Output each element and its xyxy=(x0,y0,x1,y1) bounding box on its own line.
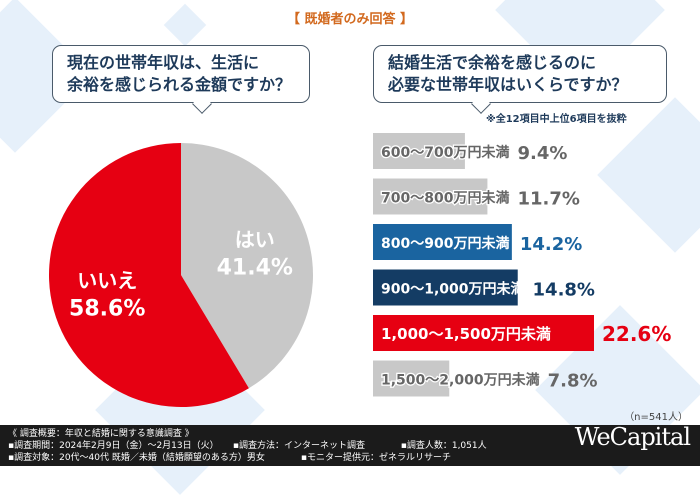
pie-slice xyxy=(49,143,249,407)
survey-provider: ▪モニター提供元：ゼネラルリサーチ xyxy=(300,453,451,463)
bar xyxy=(373,224,512,260)
pie-chart: はい 41.4% いいえ 58.6% xyxy=(49,143,314,407)
bubble-tail xyxy=(192,94,212,114)
bar xyxy=(373,315,594,351)
survey-heading: 《 調査概要：年収と結婚に関する意識調査 》 xyxy=(8,429,194,439)
pie-slice xyxy=(181,143,314,389)
survey-period: ▪調査期間：2024年2月9日（金）〜2月13日（火） xyxy=(8,441,219,451)
bar-label: 900〜1,000万円未満 xyxy=(381,281,525,298)
pie-slice-value: 58.6% xyxy=(69,296,145,321)
survey-count: ▪調査人数：1,051人 xyxy=(400,441,487,451)
question-line: 余裕を感じられる金額ですか？ xyxy=(67,75,292,94)
wecapital-logo: WeCapital xyxy=(574,423,691,451)
bar-value: 14.2% xyxy=(520,234,582,255)
bar-value: 11.7% xyxy=(517,189,579,210)
page-title: 【 既婚者のみ回答 】 xyxy=(286,12,414,27)
left-question-bubble: 現在の世帯年収は、生活に 余裕を感じられる金額ですか？ xyxy=(52,45,310,114)
pie-slice-label: はい xyxy=(235,228,275,252)
bar-label: 800〜900万円未満 xyxy=(381,235,509,252)
bar xyxy=(373,360,450,397)
bar-label: 1,500〜2,000万円未満 xyxy=(381,372,540,389)
bar-label: 1,000〜1,500万円未満 xyxy=(381,325,551,343)
bar xyxy=(373,178,488,215)
footnote: ※全12項目中上位6項目を抜粋 xyxy=(486,114,627,125)
survey-target: ▪調査対象：20代〜40代 既婚／未婚（結婚願望のある方）男女 xyxy=(8,453,265,463)
survey-method: ▪調査方法：インターネット調査 xyxy=(232,441,365,451)
pie-slice-label: いいえ xyxy=(77,268,137,292)
bar-value: 7.8% xyxy=(548,371,598,392)
pie-slice-value: 41.4% xyxy=(217,256,293,281)
question-line: 現在の世帯年収は、生活に xyxy=(67,53,260,72)
question-line: 結婚生活で余裕を感じるのに xyxy=(388,53,597,72)
sample-size: （n=541人） xyxy=(624,412,688,423)
bar-label: 600〜700万円未満 xyxy=(381,144,509,161)
right-question-bubble: 結婚生活で余裕を感じるのに 必要な世帯年収はいくらですか？ xyxy=(373,45,667,114)
bar-value: 9.4% xyxy=(517,143,567,164)
bar xyxy=(373,269,518,306)
question-line: 必要な世帯年収はいくらですか？ xyxy=(388,75,628,94)
bar-chart: 600〜700万円未満 9.4% 700〜800万円未満 11.7% 800〜900万円… xyxy=(373,133,671,397)
bar-value: 14.8% xyxy=(533,280,595,301)
bar-value: 22.6% xyxy=(602,322,671,346)
footer: 《 調査概要：年収と結婚に関する意識調査 》 ▪調査期間：2024年2月9日（金… xyxy=(0,425,700,466)
bar xyxy=(373,133,465,169)
bar-label: 700〜800万円未満 xyxy=(381,190,509,207)
